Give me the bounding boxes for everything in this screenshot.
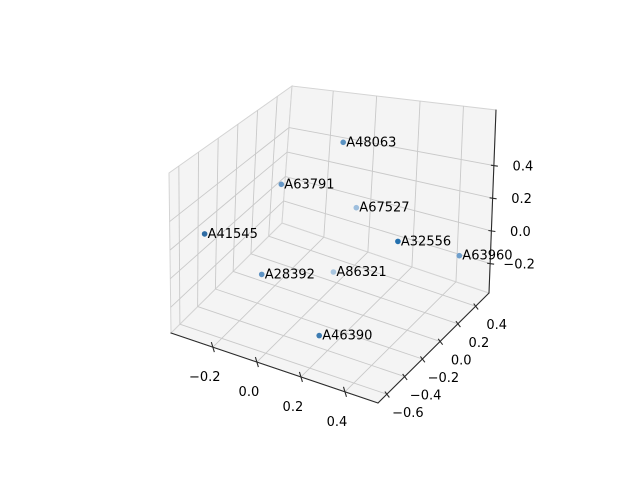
x-axis-spine xyxy=(170,332,379,404)
grid-line xyxy=(169,127,290,222)
scatter-point xyxy=(456,252,463,259)
z-tick-label: 0.0 xyxy=(510,225,531,240)
y-tick-mark xyxy=(473,303,479,310)
z-tick-label: 0.4 xyxy=(513,160,534,175)
point-label: A63791 xyxy=(284,177,334,192)
x-tick-mark xyxy=(342,386,347,397)
grid-line xyxy=(170,200,284,308)
point-label: A32556 xyxy=(401,234,451,249)
y-tick-mark xyxy=(437,338,444,346)
y-tick-mark xyxy=(455,320,461,328)
grid-line xyxy=(268,235,476,307)
grid-line xyxy=(179,323,388,395)
grid-line xyxy=(197,152,199,307)
grid-line xyxy=(268,96,278,237)
z-axis-spine xyxy=(488,109,497,294)
y-tick-mark xyxy=(419,356,426,363)
z-tick-mark xyxy=(487,262,495,265)
grid-line xyxy=(215,288,423,360)
y-axis-spine xyxy=(377,292,490,404)
grid-line xyxy=(233,270,441,342)
y-tick-mark xyxy=(402,373,408,381)
point-label: A63960 xyxy=(462,249,512,264)
grid-line xyxy=(411,101,421,267)
z-tick-mark xyxy=(489,197,497,200)
grid-line xyxy=(287,151,493,199)
y-tick-label: 0.2 xyxy=(469,336,490,351)
scatter-point xyxy=(278,181,285,188)
scatter-point xyxy=(316,332,323,339)
scatter-point xyxy=(330,269,337,275)
x-tick-mark xyxy=(210,341,215,353)
grid-line xyxy=(214,138,219,290)
grid-line xyxy=(250,253,459,325)
x-tick-label: −0.2 xyxy=(189,370,221,385)
scatter-point xyxy=(201,231,208,237)
grid-line xyxy=(250,110,259,254)
grid-line xyxy=(169,151,288,251)
grid-line xyxy=(323,90,334,238)
point-label: A86321 xyxy=(336,265,386,280)
grid-line xyxy=(283,200,491,265)
grid-line xyxy=(288,127,494,166)
scatter-point xyxy=(395,238,401,245)
z-tick-label: −0.2 xyxy=(503,258,535,273)
grid-line xyxy=(212,236,325,348)
grid-line xyxy=(178,166,181,325)
point-label: A41545 xyxy=(208,227,258,242)
y-tick-label: −0.4 xyxy=(410,389,442,404)
y-tick-mark xyxy=(384,391,390,398)
point-label: A28392 xyxy=(265,267,315,282)
grid-line xyxy=(170,176,286,280)
grid-line xyxy=(197,306,405,378)
grid-line xyxy=(367,95,378,253)
x-tick-label: 0.2 xyxy=(283,400,304,415)
scatter-point xyxy=(353,204,360,211)
y-tick-label: 0.4 xyxy=(486,318,507,333)
z-tick-mark xyxy=(488,229,496,233)
z-tick-mark xyxy=(490,164,498,167)
x-tick-label: 0.0 xyxy=(239,385,260,400)
point-label: A67527 xyxy=(359,201,409,216)
grid-line xyxy=(300,266,413,378)
z-tick-label: 0.2 xyxy=(511,192,532,207)
y-tick-label: 0.0 xyxy=(451,353,472,368)
point-label: A48063 xyxy=(346,135,396,150)
grid-line xyxy=(256,251,369,363)
x-tick-mark xyxy=(254,356,259,368)
y-tick-label: −0.2 xyxy=(428,371,460,386)
grid-line xyxy=(232,124,239,272)
x-tick-mark xyxy=(298,371,303,383)
grid-line xyxy=(455,106,464,282)
scatter-point xyxy=(258,271,265,278)
scatter-point xyxy=(340,139,347,146)
y-tick-label: −0.6 xyxy=(392,406,424,421)
point-label: A46390 xyxy=(322,329,372,344)
x-tick-label: 0.4 xyxy=(327,415,348,430)
grid-line xyxy=(285,176,492,232)
grid-line xyxy=(344,281,457,393)
